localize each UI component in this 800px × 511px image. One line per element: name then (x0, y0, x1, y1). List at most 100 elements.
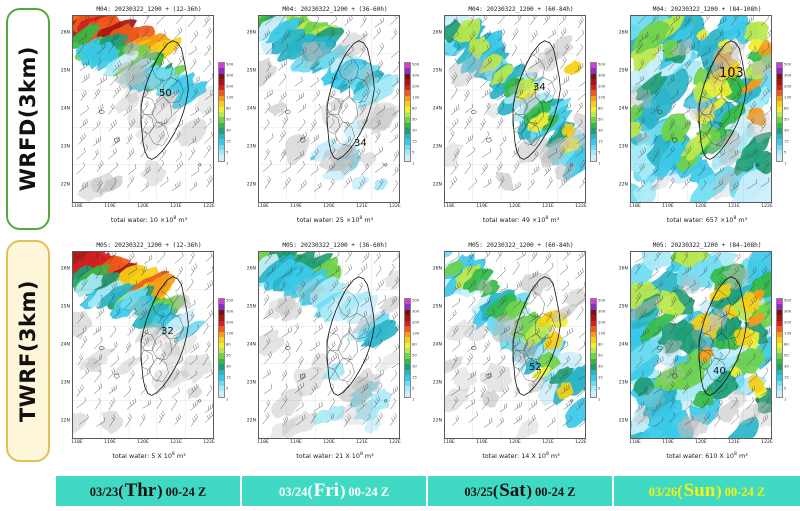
latitude-axis: 26N 25N 24N 23N 22N (430, 251, 443, 439)
colorbar-segment (591, 380, 596, 386)
longitude-axis: 118E 119E 120E 121E 122E (257, 440, 401, 449)
colorbar-tick: 5 (226, 149, 229, 155)
precipitation-colorbar (590, 62, 597, 162)
colorbar-tick: 200 (412, 83, 420, 89)
longitude-tick: 121E (542, 204, 554, 209)
plot-area: 26N 25N 24N 23N 22N 40 118E 119E 120E 121E 122E 500… (616, 251, 798, 451)
latitude-tick: 24N (246, 342, 256, 348)
panel-grid: M04: 20230322_1200 + (12-36h) 26N 25N 24N 23… (56, 2, 800, 474)
colorbar-tick: 15 (598, 374, 603, 380)
total-water-exponent: 8 (733, 216, 737, 221)
total-water-label: total water: 14 X 108 m³ (428, 451, 614, 460)
colorbar-segment (777, 380, 782, 386)
latitude-tick: 25N (618, 304, 628, 310)
model-row-twrf: M05: 20230322_1200 + (12-36h) 26N 25N 24N 23… (56, 238, 800, 474)
total-water-unit: m³ (362, 216, 374, 225)
colorbar-segment (405, 155, 410, 161)
colorbar-segment (405, 358, 410, 365)
paren-open: ( (677, 483, 683, 500)
longitude-tick: 122E (389, 204, 401, 209)
paren-close: ) (157, 483, 163, 500)
total-water-value: total water: 49 ×10 (482, 216, 546, 225)
longitude-tick: 121E (356, 204, 368, 209)
latitude-tick: 26N (618, 30, 628, 36)
total-water-value: total water: 21 X 10 (296, 452, 360, 461)
latitude-axis: 26N 25N 24N 23N 22N (58, 251, 71, 439)
latitude-tick: 23N (246, 144, 256, 150)
paren-open: ( (307, 483, 313, 500)
colorbar-segment (777, 133, 782, 140)
colorbar-segment (219, 347, 224, 354)
precipitation-colorbar (776, 62, 783, 162)
colorbar-segment (219, 106, 224, 112)
latitude-axis: 26N 25N 24N 23N 22N (244, 251, 257, 439)
colorbar-segment (777, 155, 782, 161)
colorbar-segment (777, 358, 782, 365)
colorbar-segment (591, 375, 596, 381)
colorbar-segment (219, 111, 224, 118)
longitude-tick: 120E (323, 204, 335, 209)
latitude-tick: 24N (246, 106, 256, 112)
colorbar-segment (777, 337, 782, 343)
colorbar-segment (777, 309, 782, 316)
latitude-tick: 24N (618, 106, 628, 112)
colorbar-segment (219, 84, 224, 91)
colorbar-tick: 5 (412, 149, 415, 155)
colorbar-segment (405, 101, 410, 107)
colorbar-tick: 15 (226, 138, 231, 144)
total-water-label: total water: 657 ×108 m³ (614, 215, 800, 224)
longitude-tick: 122E (575, 204, 587, 209)
longitude-tick: 122E (389, 440, 401, 445)
colorbar-tick: 5 (598, 385, 601, 391)
longitude-tick: 120E (695, 204, 707, 209)
colorbar-segment (219, 375, 224, 381)
colorbar-segment (777, 315, 782, 321)
colorbar-tick: 300 (412, 308, 420, 314)
date-value: 03/24 (278, 485, 308, 499)
colorbar-tick: 30 (412, 363, 417, 369)
latitude-tick: 26N (618, 266, 628, 272)
forecast-panel: M05: 20230322_1200 + (60-84h) 26N 25N 24N 23… (428, 238, 614, 474)
colorbar-tick-labels: 500 300 200 130 80 50 30 15 5 1 (784, 294, 798, 402)
colorbar-segment (591, 73, 596, 80)
total-water-unit: m³ (736, 216, 748, 225)
colorbar-segment (777, 139, 782, 145)
colorbar-tick: 80 (784, 105, 789, 111)
latitude-axis: 26N 25N 24N 23N 22N (58, 15, 71, 203)
colorbar-segment (591, 95, 596, 102)
forecast-map: 34 (258, 15, 400, 203)
total-water-exponent: 8 (545, 216, 549, 221)
date-legend-cell: 03/23 (Thr) 00-24 Z (56, 476, 242, 506)
colorbar-segment (219, 326, 224, 332)
colorbar-tick-labels: 500 300 200 130 80 50 30 15 5 1 (598, 294, 612, 402)
colorbar-segment (219, 320, 224, 327)
longitude-axis: 118E 119E 120E 121E 122E (443, 440, 587, 449)
colorbar-segment (219, 95, 224, 102)
paren-close: ) (526, 483, 532, 500)
colorbar-segment (405, 326, 410, 332)
colorbar-segment (591, 299, 596, 305)
colorbar-tick: 50 (598, 352, 603, 358)
colorbar-segment (219, 90, 224, 96)
colorbar-segment (777, 73, 782, 80)
colorbar-segment (777, 111, 782, 118)
latitude-tick: 26N (60, 266, 70, 272)
colorbar-tick: 15 (226, 374, 231, 380)
longitude-tick: 119E (104, 204, 116, 209)
colorbar-segment (591, 144, 596, 150)
colorbar-segment (777, 101, 782, 107)
latitude-tick: 25N (432, 304, 442, 310)
colorbar-segment (591, 342, 596, 348)
colorbar-segment (777, 144, 782, 150)
colorbar-segment (405, 79, 410, 85)
colorbar-tick: 500 (598, 61, 606, 67)
colorbar-tick: 50 (412, 116, 417, 122)
panel-title: M04: 20230322_1200 + (12-36h) (96, 6, 202, 13)
model-label-twrf-text: TWRF(3km) (16, 279, 40, 423)
colorbar-tick: 15 (784, 138, 789, 144)
total-water-label: total water: 25 ×108 m³ (242, 215, 428, 224)
forecast-panel: M05: 20230322_1200 + (36-60h) 26N 25N 24N 23… (242, 238, 428, 474)
longitude-tick: 118E (71, 204, 83, 209)
latitude-tick: 25N (246, 304, 256, 310)
colorbar-tick: 30 (784, 127, 789, 133)
